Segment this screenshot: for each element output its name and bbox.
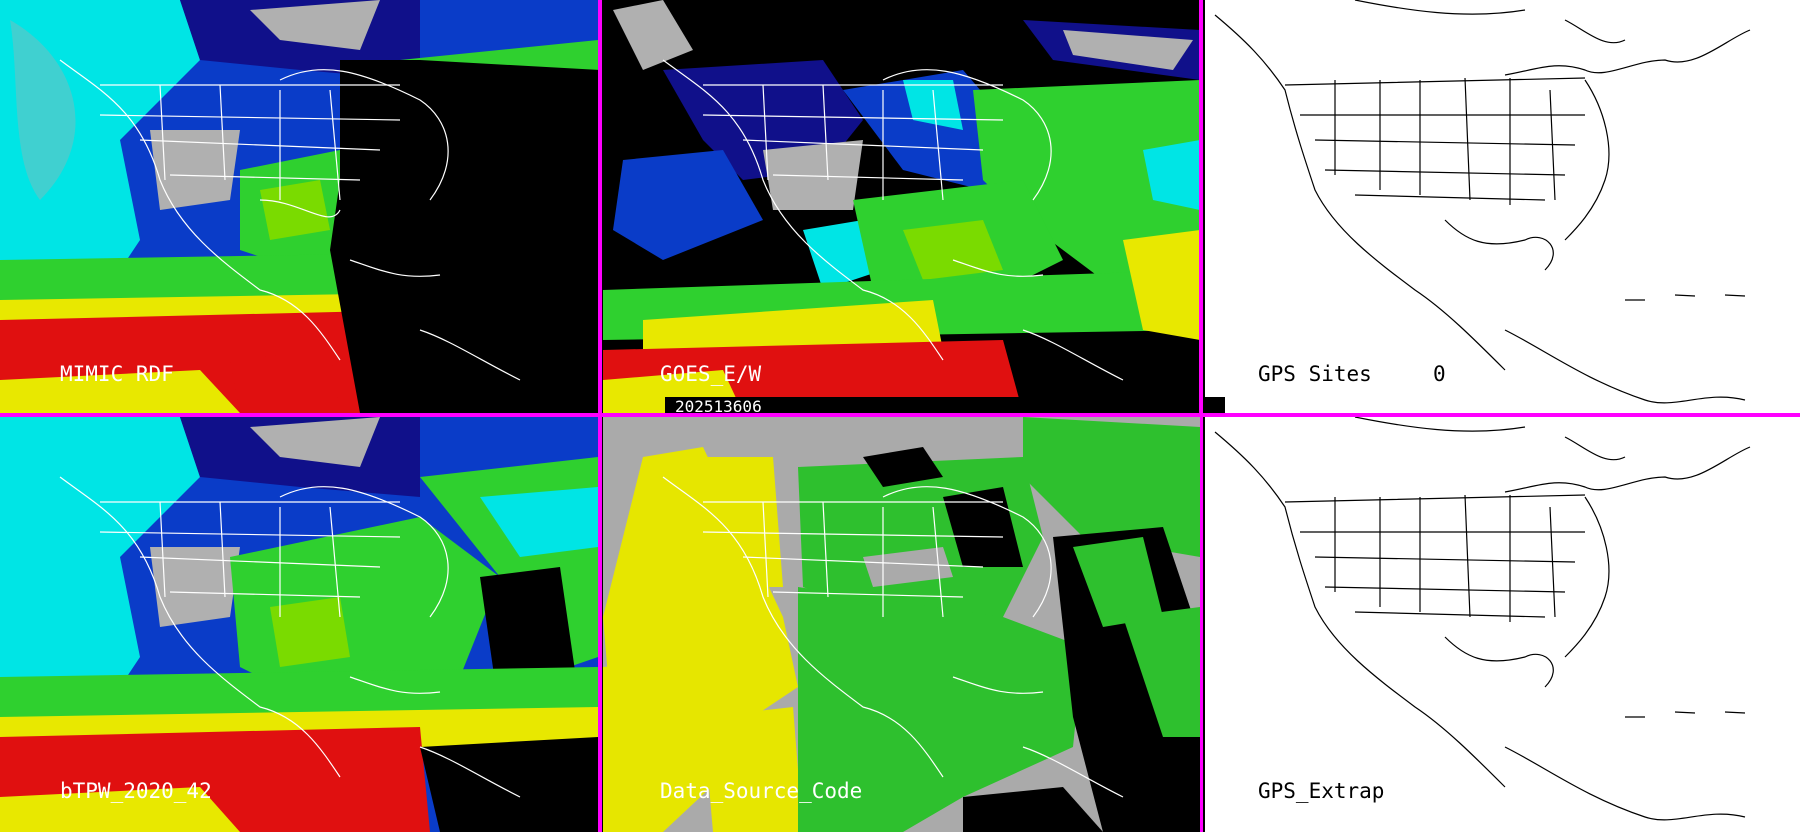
- btpw-map: [0, 417, 598, 832]
- panel-gps-sites-count: 0: [1433, 362, 1446, 386]
- panel-gps-sites: GPS Sites 0: [1205, 0, 1800, 413]
- timestamp-label: 202513606: [665, 397, 1225, 418]
- panel-btpw: bTPW_2020_42: [0, 417, 598, 832]
- panel-gps-extrap: GPS_Extrap: [1205, 417, 1800, 832]
- panel-data-source-code-label: Data_Source_Code: [660, 779, 863, 803]
- panel-gps-extrap-label: GPS_Extrap: [1258, 779, 1385, 803]
- gps-extrap-map: [1205, 417, 1800, 832]
- goes-ew-map: [603, 0, 1200, 413]
- panel-goes-ew-label: GOES_E/W: [660, 362, 762, 386]
- panel-gps-sites-label: GPS Sites: [1258, 362, 1372, 386]
- panel-data-source-code: Data_Source_Code: [603, 417, 1200, 832]
- panel-mimic-rdf: MIMIC RDF: [0, 0, 598, 413]
- panel-mimic-rdf-label: MIMIC RDF: [60, 362, 174, 386]
- horizontal-divider: [0, 413, 1800, 417]
- mimic-rdf-map: [0, 0, 598, 413]
- panel-goes-ew: GOES_E/W: [603, 0, 1200, 413]
- vertical-divider-left: [598, 0, 602, 832]
- data-source-code-map: [603, 417, 1200, 832]
- gps-sites-map: [1205, 0, 1800, 413]
- panel-btpw-label: bTPW_2020_42: [60, 779, 212, 803]
- vertical-divider-right: [1199, 0, 1203, 832]
